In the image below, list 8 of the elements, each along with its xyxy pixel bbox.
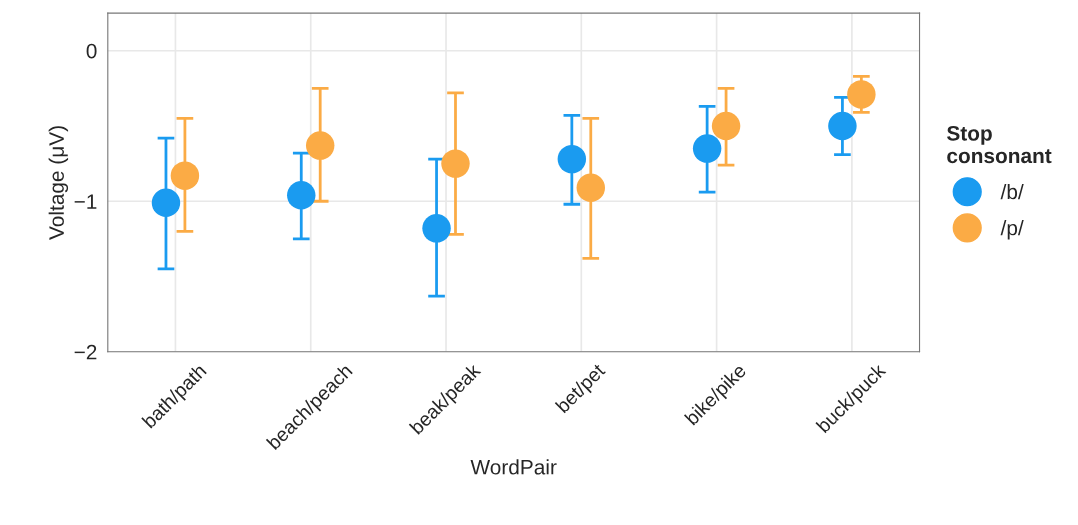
y-tick-label: 0 — [86, 43, 97, 59]
y-axis-title: Voltage (μV) — [48, 126, 69, 240]
x-axis-title: WordPair — [470, 459, 557, 475]
legend-title: Stop consonant — [947, 125, 1052, 164]
y-tick-label: −2 — [74, 344, 97, 360]
y-tick-label: −1 — [74, 194, 97, 209]
legend-label: /p/ — [1000, 220, 1024, 240]
legend-label: /b/ — [1000, 183, 1024, 200]
